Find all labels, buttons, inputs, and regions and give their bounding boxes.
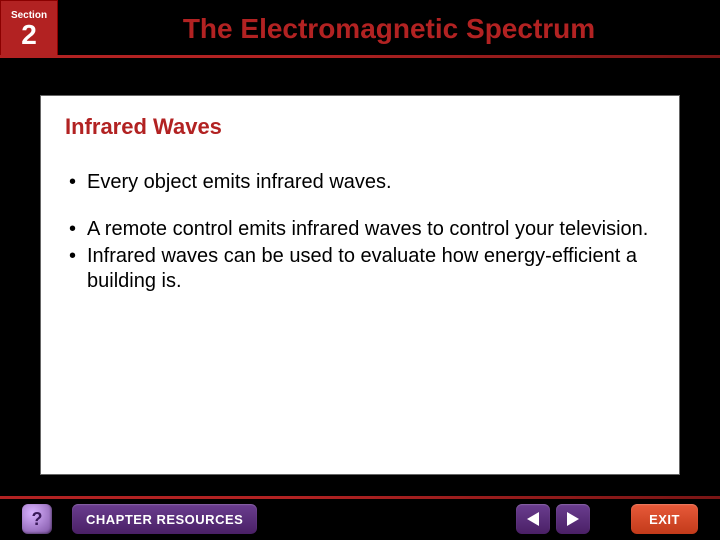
chapter-resources-label: CHAPTER RESOURCES bbox=[86, 512, 243, 527]
section-indicator: Section 2 bbox=[0, 0, 58, 58]
slide-title: The Electromagnetic Spectrum bbox=[58, 0, 720, 58]
bullet-list: Every object emits infrared waves. A rem… bbox=[65, 170, 655, 294]
bullet-item: Every object emits infrared waves. bbox=[65, 170, 655, 195]
prev-button[interactable] bbox=[516, 504, 550, 534]
help-icon: ? bbox=[32, 509, 43, 530]
help-button[interactable]: ? bbox=[22, 504, 52, 534]
triangle-right-icon bbox=[567, 512, 579, 526]
next-button[interactable] bbox=[556, 504, 590, 534]
header-bar: Section 2 The Electromagnetic Spectrum bbox=[0, 0, 720, 58]
content-subtitle: Infrared Waves bbox=[65, 114, 655, 140]
bullet-item: A remote control emits infrared waves to… bbox=[65, 217, 655, 242]
triangle-left-icon bbox=[527, 512, 539, 526]
nav-group bbox=[516, 504, 590, 534]
chapter-resources-button[interactable]: CHAPTER RESOURCES bbox=[72, 504, 257, 534]
exit-label: EXIT bbox=[649, 512, 680, 527]
footer-bar: ? CHAPTER RESOURCES EXIT bbox=[0, 496, 720, 540]
exit-button[interactable]: EXIT bbox=[631, 504, 698, 534]
footer-divider bbox=[0, 496, 720, 499]
content-frame: Infrared Waves Every object emits infrar… bbox=[40, 95, 680, 475]
bullet-item: Infrared waves can be used to evaluate h… bbox=[65, 244, 655, 294]
section-number: 2 bbox=[21, 21, 37, 49]
header-divider bbox=[0, 55, 720, 58]
